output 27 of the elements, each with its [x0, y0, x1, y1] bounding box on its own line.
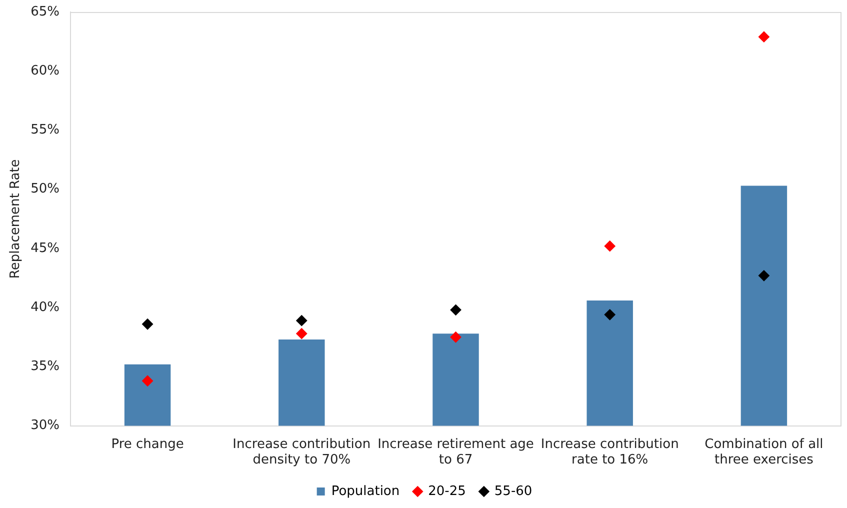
point — [142, 318, 154, 330]
y-tick-label: 65% — [30, 4, 60, 20]
point — [758, 270, 770, 282]
y-tick-label: 45% — [30, 240, 60, 256]
y-tick-label: 30% — [30, 418, 60, 434]
point — [296, 315, 308, 326]
point — [142, 375, 154, 386]
legend-label: 20-25 — [428, 484, 466, 499]
point — [450, 332, 462, 343]
legend-label: Population — [331, 484, 400, 499]
x-tick-label: Increase retirement age to 67 — [378, 436, 534, 468]
x-tick-label: Pre change — [111, 436, 184, 452]
point — [758, 31, 770, 42]
x-tick-label: Increase contribution rate to 16% — [540, 436, 679, 468]
x-tick-label: Increase contribution density to 70% — [232, 436, 371, 468]
y-tick-label: 55% — [30, 122, 60, 138]
legend-label: 55-60 — [494, 484, 532, 499]
y-tick-label: 50% — [30, 182, 60, 197]
y-tick-label: 60% — [30, 63, 60, 78]
point — [604, 309, 616, 320]
y-axis-title: Replacement Rate — [8, 159, 24, 279]
y-tick-label: 35% — [30, 359, 60, 374]
point — [450, 304, 462, 316]
point — [296, 328, 308, 340]
x-tick-label: Combination of all three exercises — [704, 436, 824, 468]
y-tick-label: 40% — [30, 300, 60, 315]
point — [604, 240, 616, 252]
